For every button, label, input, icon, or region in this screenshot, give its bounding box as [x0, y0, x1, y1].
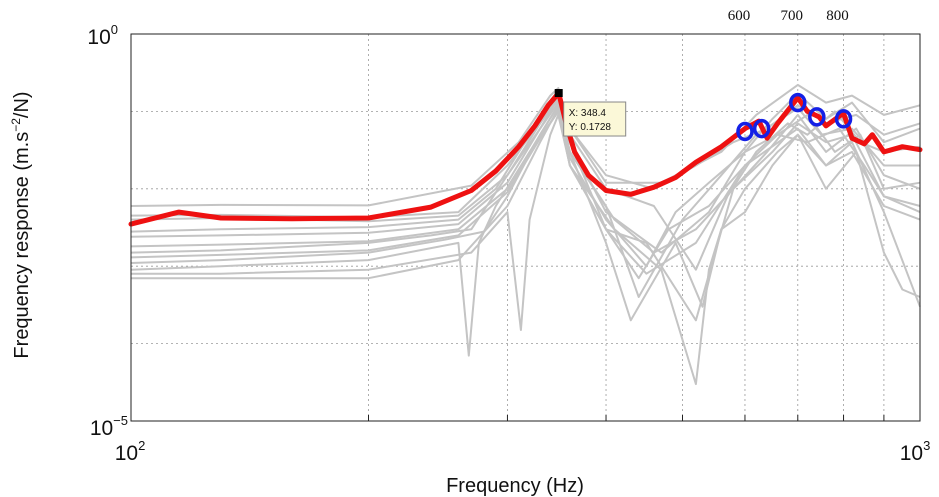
- sample-series-line: [130, 83, 921, 207]
- sample-series-line: [131, 113, 921, 386]
- peak-marker: [808, 107, 826, 127]
- grid-lines: [131, 33, 920, 421]
- x-tick-label-right: 103: [900, 438, 931, 465]
- datatip-x-label: X: 348.4: [569, 108, 607, 119]
- datatip-box: [563, 101, 627, 137]
- datatip: X: 348.4 Y: 0.1728: [554, 89, 627, 137]
- plot-frame: [130, 33, 921, 422]
- sample-series-group: [130, 83, 921, 386]
- sample-series-line: [130, 104, 921, 268]
- top-annotation-600: 600: [728, 8, 751, 24]
- y-tick-label-bottom: 10−5: [90, 413, 128, 440]
- peak-marker: [789, 92, 807, 113]
- sample-series-line: [131, 107, 921, 322]
- y-tick-label-top: 100: [87, 22, 118, 49]
- x-tick-label-left: 102: [115, 438, 146, 465]
- mean-series-group: [128, 90, 923, 227]
- mean-series-line: [128, 90, 923, 227]
- peak-marker: [736, 121, 754, 142]
- sample-series-line: [130, 101, 921, 271]
- top-annotation-800: 800: [826, 8, 849, 24]
- y-axis-label: Frequency response (m.s−2/N): [9, 91, 33, 358]
- datatip-point-marker: [554, 89, 563, 98]
- top-annotation-700: 700: [781, 8, 804, 24]
- peak-marker: [752, 118, 771, 139]
- peak-marker: [834, 109, 853, 129]
- datatip-y-label: Y: 0.1728: [569, 122, 612, 133]
- sample-series-line: [130, 104, 921, 264]
- x-axis-label: Frequency (Hz): [446, 475, 584, 497]
- sample-series-line: [130, 110, 921, 280]
- peak-markers-group: [736, 92, 853, 142]
